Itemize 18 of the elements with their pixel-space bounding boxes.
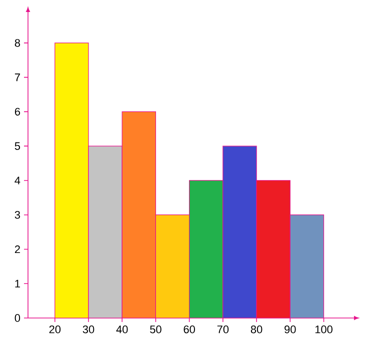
y-tick-label: 4 bbox=[14, 176, 20, 184]
y-tick-label: 6 bbox=[14, 108, 20, 116]
x-tick-label: 80 bbox=[250, 326, 262, 334]
y-tick-label: 2 bbox=[14, 245, 20, 254]
x-tick-label: 30 bbox=[82, 326, 94, 334]
y-tick-label: 3 bbox=[14, 210, 20, 219]
x-tick-label: 70 bbox=[217, 326, 229, 334]
x-tick-label: 100 bbox=[315, 326, 332, 334]
y-tick-label: 0 bbox=[14, 314, 20, 322]
x-tick-label: 20 bbox=[49, 326, 61, 334]
x-tick-label: 40 bbox=[116, 326, 128, 334]
y-tick-label: 1 bbox=[15, 280, 20, 288]
y-tick-label: 5 bbox=[14, 142, 20, 150]
x-tick-label: 60 bbox=[184, 326, 195, 334]
x-tick-label: 90 bbox=[284, 326, 296, 334]
y-tick-label: 7 bbox=[14, 74, 20, 82]
x-tick-label: 50 bbox=[150, 326, 162, 334]
y-tick-label: 8 bbox=[14, 39, 20, 47]
